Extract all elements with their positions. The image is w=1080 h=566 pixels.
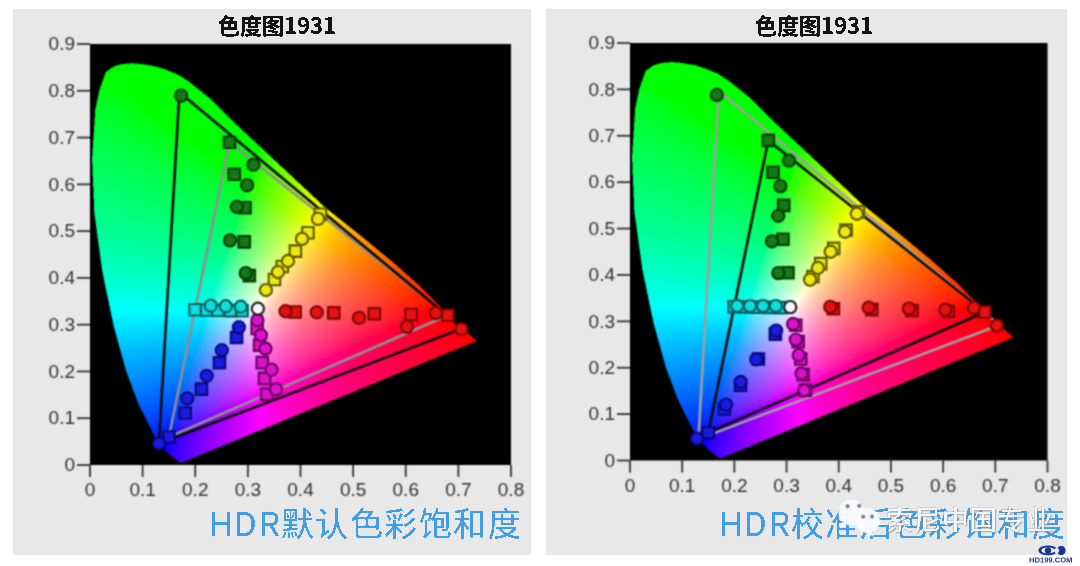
svg-text:HD199.COM: HD199.COM: [1029, 556, 1072, 565]
